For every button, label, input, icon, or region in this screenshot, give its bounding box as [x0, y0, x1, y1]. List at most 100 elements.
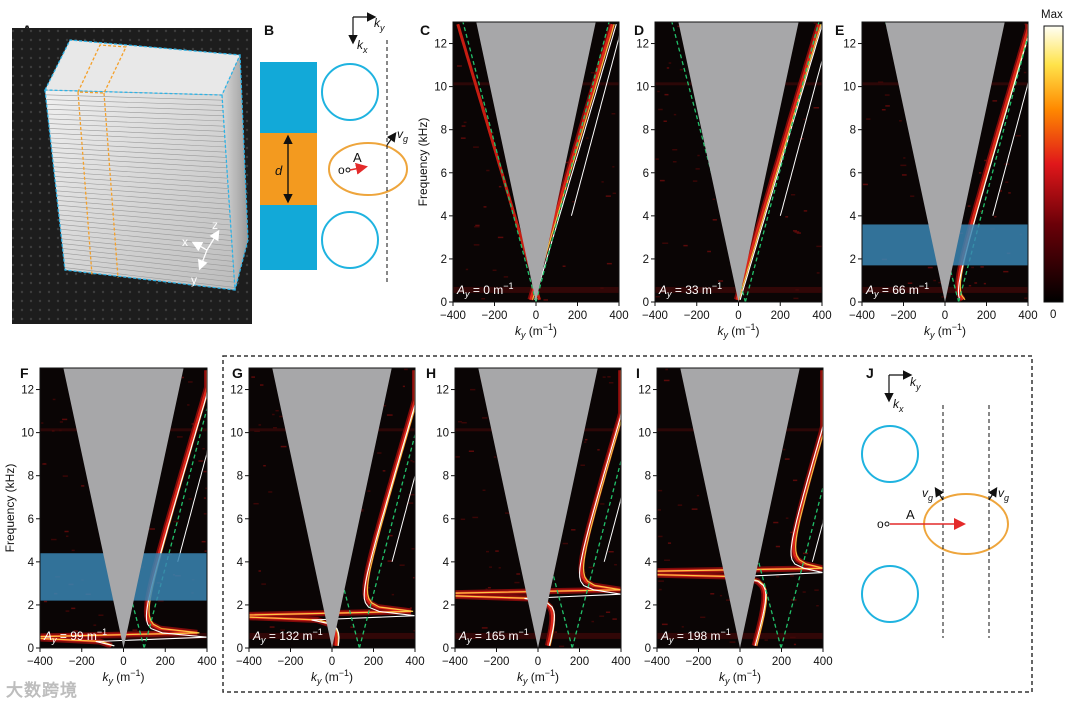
noise-speckle: [884, 94, 890, 96]
noise-speckle: [498, 185, 502, 188]
noise-speckle: [605, 611, 611, 613]
x-tick-label: −400: [442, 656, 468, 668]
noise-speckle: [461, 421, 467, 424]
x-tick-label: 200: [156, 656, 175, 668]
noise-speckle: [482, 489, 486, 492]
panel-label-h: H: [426, 365, 436, 381]
noise-speckle: [485, 588, 488, 590]
noise-speckle: [980, 266, 984, 268]
x-tick-label: 400: [405, 656, 424, 668]
noise-speckle: [157, 600, 164, 602]
noise-speckle: [1024, 23, 1027, 25]
colorbar-min-label: 0: [1050, 309, 1056, 321]
x-tick-label: 200: [568, 310, 587, 322]
noise-speckle: [816, 245, 822, 248]
x-axis-title: ky (m−1): [719, 668, 761, 686]
fit-line-upper: [779, 22, 822, 216]
noise-speckle: [253, 502, 259, 505]
j-kx-axis-label: kx: [893, 397, 904, 414]
y-tick-label: 10: [436, 428, 449, 440]
noise-speckle: [408, 493, 415, 496]
noise-speckle: [474, 225, 480, 228]
noise-speckle: [588, 566, 594, 569]
noise-speckle: [516, 573, 521, 575]
noise-speckle: [729, 641, 736, 643]
mode-branch: [657, 370, 823, 646]
fit-line: [311, 370, 415, 646]
y-tick-label: 8: [443, 471, 449, 483]
noise-speckle: [465, 268, 469, 271]
y-tick-label: 8: [850, 125, 856, 137]
panel-b-schematic: d o A vg ky kx: [260, 12, 408, 282]
x-tick-label: 200: [771, 310, 790, 322]
o-label: o: [338, 163, 345, 177]
panel-label-d: D: [634, 22, 644, 38]
noise-speckle: [65, 610, 70, 612]
noise-speckle: [580, 464, 586, 467]
noise-speckle: [470, 388, 476, 391]
x-tick-label: −200: [891, 310, 917, 322]
x-axis-title: ky (m−1): [311, 668, 353, 686]
x-tick-label: −400: [644, 656, 670, 668]
noise-speckle: [503, 276, 509, 278]
noise-speckle: [514, 581, 520, 584]
x-tick-label: 400: [197, 656, 216, 668]
noise-speckle: [657, 90, 660, 93]
noise-speckle: [792, 479, 798, 482]
colorbar: Max 0: [1041, 9, 1064, 321]
noise-speckle: [468, 450, 475, 453]
noise-speckle: [658, 588, 662, 591]
ay-annotation: Ay = 0 m−1: [456, 281, 513, 299]
noise-speckle: [696, 494, 700, 497]
noise-speckle: [775, 545, 781, 548]
y-tick-label: 12: [21, 385, 34, 397]
noise-speckle: [65, 535, 69, 537]
noise-speckle: [672, 148, 678, 151]
noise-speckle: [275, 409, 279, 412]
noise-speckle: [789, 575, 794, 577]
y-tick-label: 0: [28, 643, 34, 655]
noise-speckle: [409, 607, 412, 609]
noise-speckle: [1023, 71, 1027, 74]
x-tick-label: −400: [27, 656, 53, 668]
noise-speckle: [803, 210, 808, 212]
noise-speckle: [700, 616, 706, 619]
x-tick-label: 200: [570, 656, 589, 668]
noise-speckle: [659, 179, 665, 182]
noise-speckle: [707, 250, 712, 253]
noise-speckle: [601, 181, 604, 183]
panel-j-schematic: ky kx vg vg o A: [861, 370, 1009, 638]
j-circle-top: [861, 425, 919, 483]
y-tick-label: 2: [850, 254, 856, 266]
y-tick-label: 4: [443, 557, 450, 569]
x-tick-label: 0: [535, 656, 541, 668]
noise-speckle: [64, 530, 69, 533]
x-tick-label: 0: [533, 310, 539, 322]
noise-speckle: [412, 461, 415, 463]
noise-speckle: [181, 376, 185, 379]
noise-speckle: [203, 497, 206, 499]
noise-speckle: [572, 200, 576, 203]
chart-panel-e: −400 −200 0 200 400 0 2 4 6 8 10 12 ky (m−1) Ay = 66 …: [843, 21, 1038, 340]
cyan-layer-bottom: [260, 205, 317, 270]
noise-speckle: [683, 244, 688, 247]
noise-speckle: [492, 269, 497, 272]
y-tick-label: 2: [645, 600, 651, 612]
noise-speckle: [377, 452, 382, 454]
thickness-label: d: [275, 163, 283, 178]
noise-speckle: [188, 498, 193, 500]
noise-speckle: [1024, 297, 1028, 299]
noise-speckle: [41, 422, 44, 424]
noise-speckle: [658, 108, 663, 111]
fit-line-upper: [603, 368, 621, 562]
noise-speckle: [796, 232, 801, 234]
mode-branch: [249, 370, 415, 646]
x-tick-label: −200: [278, 656, 304, 668]
x-tick-label: −400: [440, 310, 466, 322]
noise-speckle: [600, 503, 605, 505]
noise-speckle: [258, 570, 261, 572]
noise-speckle: [586, 137, 589, 139]
noise-speckle: [198, 460, 204, 462]
y-tick-label: 8: [643, 125, 649, 137]
